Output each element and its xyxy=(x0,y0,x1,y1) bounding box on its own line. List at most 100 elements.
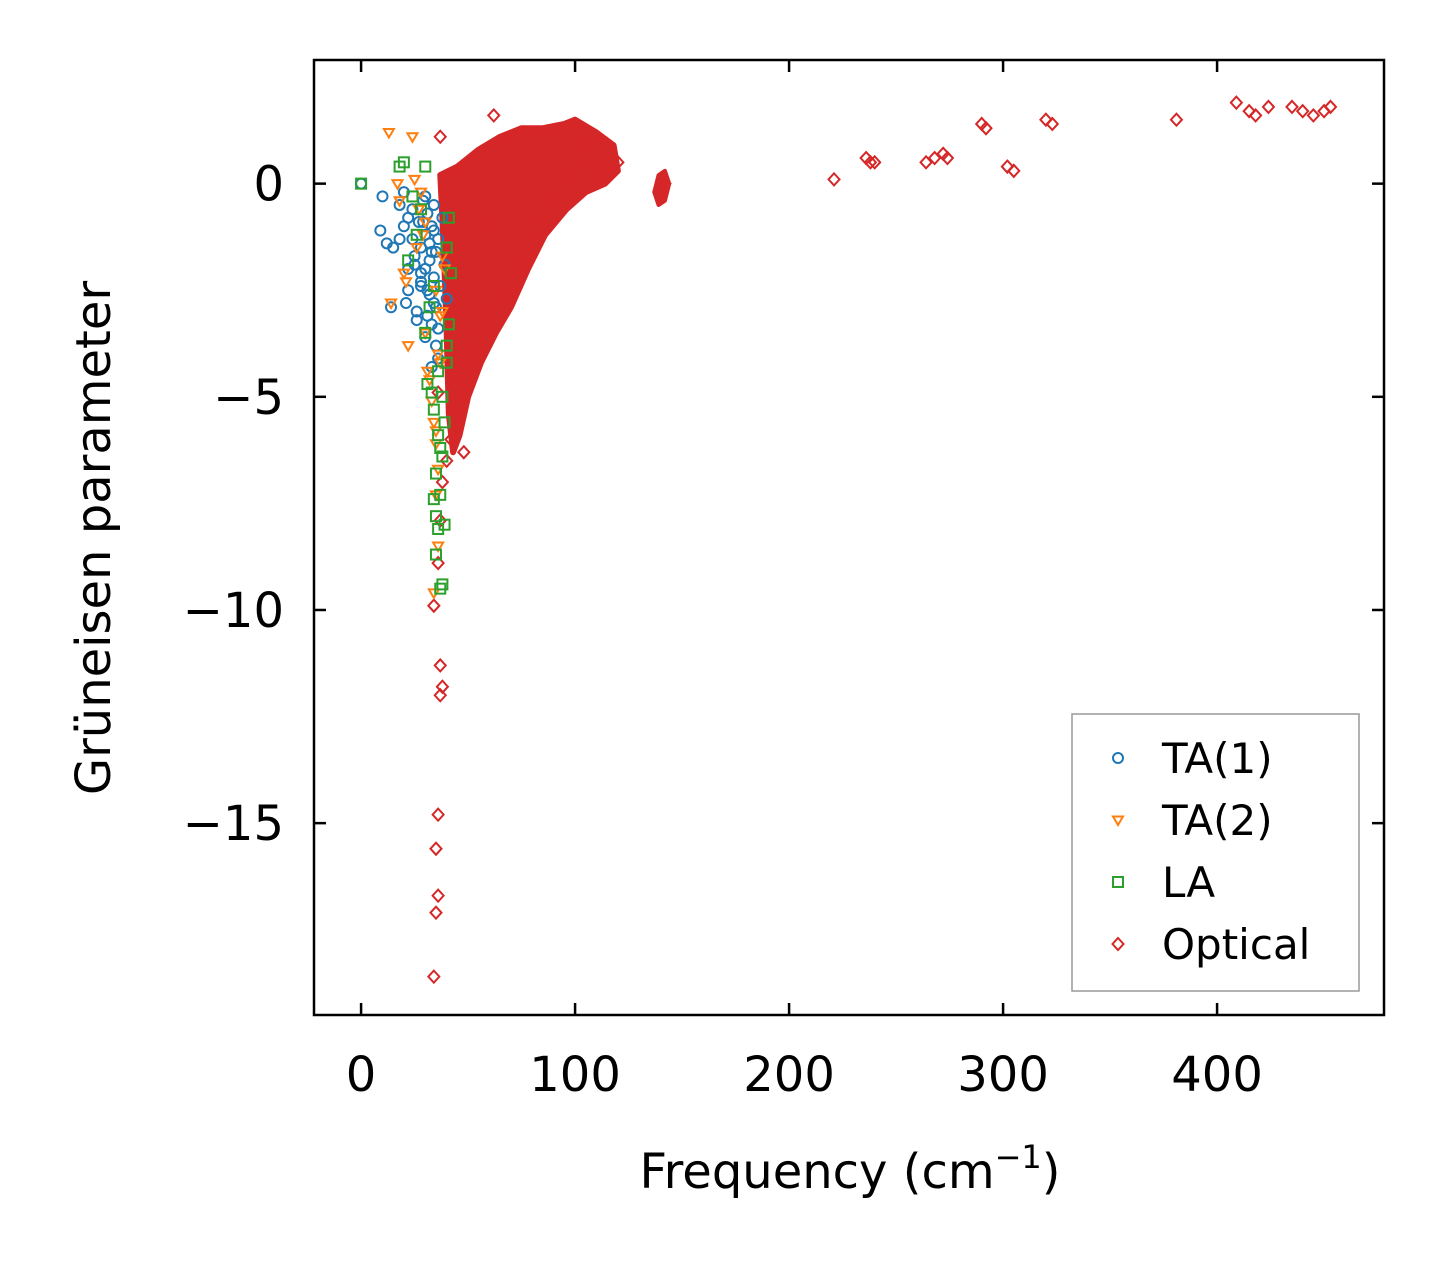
data-point xyxy=(456,372,471,388)
data-point xyxy=(419,160,432,173)
data-point xyxy=(431,555,445,571)
data-point xyxy=(423,237,436,250)
data-point xyxy=(578,137,593,153)
data-point xyxy=(355,177,368,190)
series-optical xyxy=(426,95,1338,985)
y-tick-label: 0 xyxy=(253,157,284,213)
data-point xyxy=(410,228,423,241)
data-point xyxy=(429,841,443,857)
data-point xyxy=(433,687,448,703)
data-point xyxy=(429,510,442,523)
data-point xyxy=(557,167,572,183)
data-point xyxy=(393,233,406,246)
data-point xyxy=(827,171,841,187)
data-point xyxy=(504,282,518,298)
legend-entry: TA(1) xyxy=(1112,734,1273,783)
data-point xyxy=(434,441,447,454)
data-point xyxy=(407,174,422,187)
data-point xyxy=(412,216,425,229)
data-point xyxy=(376,190,389,203)
x-tick-label: 100 xyxy=(529,1047,621,1103)
data-point xyxy=(415,267,427,280)
data-point xyxy=(1248,107,1263,123)
data-point xyxy=(427,403,440,416)
data-point xyxy=(919,154,933,170)
data-point xyxy=(1000,159,1015,175)
x-tick-label: 0 xyxy=(346,1047,377,1103)
data-point xyxy=(471,325,486,341)
data-point xyxy=(397,156,410,169)
data-point xyxy=(433,358,448,370)
data-point xyxy=(431,888,445,904)
data-point xyxy=(433,129,448,145)
data-point xyxy=(440,292,453,305)
data-point xyxy=(405,132,420,144)
data-point xyxy=(546,188,561,204)
data-point xyxy=(432,429,445,442)
data-point xyxy=(410,305,423,318)
data-point xyxy=(433,311,448,323)
legend-label: Optical xyxy=(1162,920,1310,969)
data-point xyxy=(1169,112,1184,128)
data-point xyxy=(658,176,672,192)
data-point xyxy=(426,969,441,985)
x-tick-label: 400 xyxy=(1171,1047,1263,1103)
data-point xyxy=(440,356,453,369)
data-point xyxy=(427,271,440,284)
data-point xyxy=(410,314,423,327)
y-tick-label: −5 xyxy=(213,370,284,426)
series-la xyxy=(355,156,457,595)
data-point xyxy=(374,224,387,237)
data-point xyxy=(486,107,501,123)
data-point xyxy=(427,279,440,292)
data-point xyxy=(384,298,398,310)
data-point xyxy=(439,453,454,469)
data-point xyxy=(392,196,407,208)
data-point xyxy=(415,275,427,288)
x-axis-label-close: ) xyxy=(1042,1144,1061,1200)
data-point xyxy=(434,488,447,501)
data-point xyxy=(426,598,441,614)
data-point xyxy=(440,339,453,352)
data-point xyxy=(1261,99,1276,115)
data-point xyxy=(867,154,882,170)
y-tick-label: −10 xyxy=(183,583,284,639)
data-point xyxy=(461,355,475,371)
data-point xyxy=(438,416,451,429)
data-point xyxy=(444,267,457,280)
data-point xyxy=(979,120,993,136)
data-point xyxy=(382,127,396,140)
data-point xyxy=(436,450,449,463)
data-point xyxy=(429,905,443,921)
x-tick-label: 200 xyxy=(743,1047,835,1103)
data-point xyxy=(514,261,529,277)
marks-layer xyxy=(355,95,1338,985)
data-point xyxy=(1039,112,1053,128)
data-point xyxy=(401,341,415,353)
data-point xyxy=(418,217,433,229)
data-point xyxy=(1306,107,1321,123)
x-tick-label: 300 xyxy=(957,1047,1049,1103)
data-point xyxy=(435,474,450,490)
ticks-layer: 0 100 200 300 400 0 −5 −10 −15 xyxy=(183,60,1384,1103)
data-point xyxy=(415,203,427,216)
data-point xyxy=(653,180,668,196)
data-point xyxy=(442,318,455,331)
data-point xyxy=(436,211,449,224)
legend-marker xyxy=(1112,752,1124,764)
data-point xyxy=(600,163,615,179)
data-point xyxy=(387,241,400,254)
data-point xyxy=(409,243,424,255)
data-point xyxy=(423,301,436,314)
data-point xyxy=(423,254,436,267)
data-point xyxy=(385,301,398,314)
data-point xyxy=(438,518,451,531)
legend-label: TA(2) xyxy=(1161,796,1273,845)
data-point xyxy=(429,548,442,561)
data-point xyxy=(1295,103,1310,119)
data-point xyxy=(393,198,406,211)
data-point xyxy=(456,444,471,460)
data-point xyxy=(431,807,445,823)
x-axis-label-main: Frequency (cm xyxy=(639,1144,994,1200)
